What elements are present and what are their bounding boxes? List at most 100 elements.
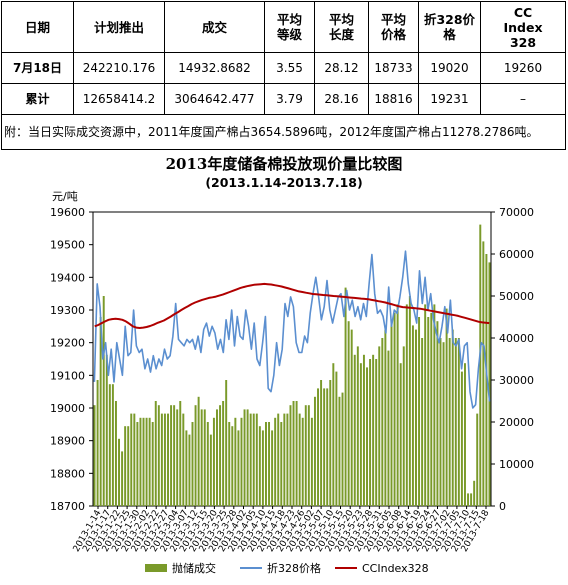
volume-bar (246, 409, 249, 506)
volume-bar (326, 388, 329, 506)
header-date: 日期 (1, 1, 74, 53)
header-planned: 计划推出 (73, 1, 165, 53)
volume-bar (320, 380, 323, 506)
header-avg-grade: 平均 等级 (264, 1, 315, 53)
cell-cc-index: – (480, 83, 566, 115)
volume-bar (268, 422, 271, 506)
volume-bar (139, 417, 142, 506)
volume-bar (234, 417, 237, 506)
left-axis-tick-label: 18800 (50, 467, 85, 480)
volume-bar (182, 413, 185, 506)
volume-bar (216, 409, 218, 506)
volume-bar (317, 388, 320, 506)
volume-bar (121, 451, 124, 506)
volume-bar (396, 304, 399, 506)
volume-bar (421, 338, 424, 506)
volume-bar (179, 401, 182, 506)
right-axis-tick-label: 60000 (499, 248, 534, 261)
volume-bar (430, 312, 433, 506)
volume-bar (219, 405, 222, 506)
volume-bar (375, 359, 378, 506)
volume-bar (222, 401, 225, 506)
volume-bar (424, 304, 427, 506)
volume-bar (108, 384, 111, 506)
volume-bar (476, 413, 479, 506)
volume-bar (99, 317, 102, 506)
volume-bar (286, 413, 289, 506)
volume-bar (408, 296, 411, 506)
volume-bar (105, 354, 108, 506)
volume-bar (356, 346, 359, 506)
legend-label: 折328价格 (267, 561, 321, 575)
row-label: 7月18日 (1, 52, 74, 84)
volume-bar (298, 413, 301, 506)
cell-planned: 12658414.2 (73, 83, 165, 115)
volume-bar (338, 396, 341, 506)
volume-bar (350, 329, 353, 506)
table-header-row: 日期 计划推出 成交 平均 等级 平均 长度 平均 价格 折328价格 CC Index… (1, 1, 566, 53)
volume-bar (237, 430, 240, 506)
volume-bar (118, 438, 121, 506)
table-note-row: 附：当日实际成交资源中，2011年度国产棉占3654.5896吨，2012年度国… (1, 114, 566, 150)
volume-bar (362, 354, 365, 506)
legend-label: CCIndex328 (362, 562, 429, 575)
volume-bar (415, 329, 417, 506)
price-328-line (93, 250, 491, 409)
right-axis-tick-label: 20000 (499, 416, 534, 429)
volume-bar (387, 350, 390, 506)
volume-bar (347, 321, 350, 506)
volume-bar (411, 325, 414, 506)
volume-bar (200, 409, 203, 506)
chart-subtitle: (2013.1.14-2013.7.18) (205, 175, 363, 190)
volume-bar (467, 493, 470, 506)
volume-bar (445, 308, 448, 506)
left-axis-tick-label: 19500 (50, 239, 85, 252)
cell-traded: 3064642.477 (164, 83, 265, 115)
volume-bar (261, 430, 264, 506)
volume-bar (264, 422, 267, 506)
volume-bar (457, 338, 460, 506)
volume-bar (283, 413, 286, 506)
left-axis-tick-label: 18900 (50, 435, 85, 448)
volume-bar (393, 312, 396, 506)
volume-bar (341, 392, 344, 506)
volume-bar (436, 321, 439, 506)
volume-bar (191, 422, 194, 506)
volume-bar (329, 380, 332, 506)
volume-bar (454, 338, 457, 506)
volume-bar (136, 422, 139, 506)
right-axis-tick-label: 40000 (499, 332, 534, 345)
cc-index-line (94, 282, 490, 329)
right-axis-tick-label: 50000 (499, 290, 534, 303)
volume-bar (160, 413, 163, 506)
volume-bar (133, 413, 136, 506)
volume-bar (167, 413, 169, 506)
volume-bar (154, 401, 157, 506)
left-axis-tick-label: 19000 (50, 402, 85, 415)
volume-bar (479, 224, 482, 506)
volume-bar (252, 413, 255, 506)
volume-bar (280, 422, 283, 506)
volume-bar (111, 384, 114, 506)
chart-title: 2013年度储备棉投放现价量比较图 (165, 155, 403, 173)
volume-bar (369, 359, 372, 506)
volume-bar (203, 409, 206, 506)
volume-bar (240, 417, 243, 506)
volume-bar (448, 338, 451, 506)
volume-bar (231, 426, 234, 506)
volume-bar (485, 254, 488, 506)
volume-bar (359, 363, 362, 506)
volume-bar (307, 405, 310, 506)
right-axis-tick-label: 10000 (499, 458, 534, 471)
volume-bar (390, 321, 393, 506)
volume-bar (176, 409, 179, 506)
volume-bar (173, 405, 176, 506)
volume-bar (451, 329, 454, 506)
right-axis-tick-label: 30000 (499, 374, 534, 387)
left-axis-tick-label: 19300 (50, 304, 85, 317)
volume-bar (148, 417, 151, 506)
volume-bar (427, 317, 430, 506)
legend-label: 抛储成交 (172, 561, 216, 575)
volume-bar (258, 426, 261, 506)
volume-bar (372, 354, 375, 506)
